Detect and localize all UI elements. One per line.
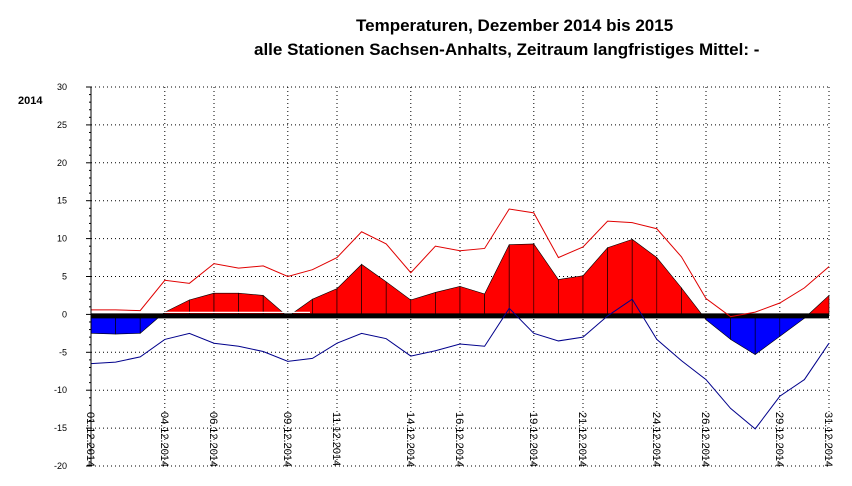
mean-area-segment [336,263,362,315]
x-tick-label: 01.12.2014 [84,412,96,467]
mean-area-segment [730,314,756,356]
mean-area-segment [607,238,633,315]
mean-area-segment [681,286,703,315]
x-tick-label: 26.12.2014 [699,412,711,467]
x-tick-label: 19.12.2014 [527,412,539,467]
y-tick-label: 5 [62,272,67,282]
mean-area-segment [312,288,338,315]
mean-area-segment [361,263,387,315]
y-tick-label: 20 [57,158,67,168]
max-temperature-line [91,208,830,318]
x-tick-label: 16.12.2014 [453,412,465,467]
y-tick-label: 25 [57,120,67,130]
mean-area-segment [558,275,584,315]
x-tick-label: 06.12.2014 [207,412,219,467]
mean-area-segment [262,294,286,315]
x-tick-label: 14.12.2014 [404,412,416,467]
x-tick-label: 11.12.2014 [330,412,342,466]
mean-area-segment [631,238,658,315]
x-tick-label: 21.12.2014 [576,412,588,467]
y-tick-label: -20 [54,461,67,471]
mean-area-segment [582,246,608,315]
x-tick-label: 24.12.2014 [650,412,662,467]
mean-area-segment [385,281,412,315]
mean-area-segment [189,292,215,315]
y-tick-label: -15 [54,423,67,433]
mean-area-segment [533,242,559,315]
chart-subtitle: alle Stationen Sachsen-Anhalts, Zeitraum… [254,40,760,59]
y-tick-label: 0 [62,309,67,319]
y-tick-label: 30 [57,82,67,92]
x-tick-label: 04.12.2014 [158,412,170,467]
mean-area-segment [508,243,535,315]
year-label: 2014 [18,95,43,107]
mean-area-segment [213,292,239,315]
mean-area-segment [435,285,461,315]
y-tick-label: -5 [59,347,67,357]
mean-area-segment [410,292,436,315]
y-tick-label: -10 [54,385,67,395]
y-tick-label: 15 [57,196,67,206]
x-tick-label: 29.12.2014 [773,412,785,467]
mean-area-segment [754,314,781,356]
x-tick-label: 31.12.2014 [822,412,834,467]
y-tick-label: 10 [57,234,67,244]
mean-area-segment [484,244,510,315]
x-tick-label: 09.12.2014 [281,412,293,467]
mean-area-segment [807,294,830,315]
mean-area-segment [459,285,485,315]
chart-title: Temperaturen, Dezember 2014 bis 2015 [356,16,674,35]
mean-area-segment [238,292,264,315]
mean-area-segment [656,256,682,315]
min-temperature-line [90,298,830,430]
